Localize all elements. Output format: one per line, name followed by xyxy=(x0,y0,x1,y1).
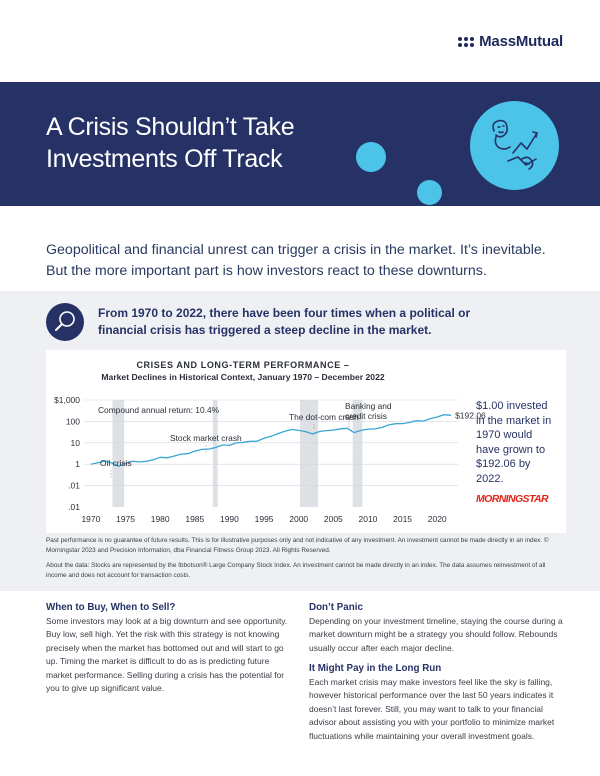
x-tick-label: 1995 xyxy=(255,514,274,524)
intro-paragraph: Geopolitical and financial unrest can tr… xyxy=(46,242,546,279)
x-tick-label: 2010 xyxy=(359,514,378,524)
y-tick-label: .01 xyxy=(68,502,80,512)
y-tick-label: $1,000 xyxy=(54,395,80,405)
section-heading-dont-panic: Don’t Panic xyxy=(309,602,363,613)
section-body-long-run: Each market crisis may make investors fe… xyxy=(309,677,555,741)
section-body-dont-panic: Depending on your investment timeline, s… xyxy=(309,616,563,653)
section-heading-long-run: It Might Pay in the Long Run xyxy=(309,663,442,674)
hero-banner: A Crisis Shouldn’t Take Investments Off … xyxy=(0,82,600,206)
crisis-label: Oil crisis xyxy=(100,458,132,468)
magnifier-icon xyxy=(46,303,84,341)
crisis-band-4 xyxy=(352,400,363,507)
logo-dots-icon xyxy=(458,36,475,47)
x-tick-label: 2000 xyxy=(289,514,308,524)
decorative-circle xyxy=(356,142,386,172)
end-value-label: $192.06 xyxy=(455,410,486,420)
crisis-label: Stock market crash xyxy=(170,433,242,443)
crisis-band-3 xyxy=(300,400,319,507)
morningstar-logo: MORNINGSTAR xyxy=(476,493,549,505)
y-tick-label: 100 xyxy=(66,416,80,426)
x-tick-label: 1980 xyxy=(151,514,170,524)
crisis-label: Banking and xyxy=(345,401,392,411)
crisis-label: The dot-com crash xyxy=(289,412,359,422)
chart-card: CRISES AND LONG-TERM PERFORMANCE – Marke… xyxy=(46,350,566,533)
x-tick-label: 1970 xyxy=(81,514,100,524)
disclaimer-data: About the data: Stocks are represented b… xyxy=(46,562,546,579)
y-tick-label: 10 xyxy=(71,438,81,448)
chart-title: CRISES AND LONG-TERM PERFORMANCE – xyxy=(136,360,350,370)
x-tick-label: 1975 xyxy=(116,514,135,524)
x-tick-label: 2020 xyxy=(428,514,447,524)
section-heading-when-to-buy: When to Buy, When to Sell? xyxy=(46,602,176,613)
section-body-when-to-buy: Some investors may look at a big downtur… xyxy=(46,616,288,694)
performance-series-line xyxy=(90,414,452,468)
massmutual-logo: MassMutual xyxy=(458,33,563,50)
callout-text: From 1970 to 2022, there have been four … xyxy=(98,306,471,337)
person-with-stock-arrows-icon xyxy=(470,101,559,190)
page-title: A Crisis Shouldn’t Take Investments Off … xyxy=(46,113,295,173)
crisis-band-1 xyxy=(112,400,125,507)
y-tick-label: .01 xyxy=(68,481,80,491)
x-tick-label: 2005 xyxy=(324,514,343,524)
y-tick-label: 1 xyxy=(75,459,80,469)
crisis-label: credit crisis xyxy=(345,411,387,421)
compound-return-label: Compound annual return: 10.4% xyxy=(98,405,220,415)
growth-side-note: $1.00 invested in the market in 1970 wou… xyxy=(476,400,552,485)
crisis-band-2 xyxy=(212,400,218,507)
disclaimer-performance: Past performance is no guarantee of futu… xyxy=(46,537,549,554)
decorative-circle xyxy=(417,180,442,205)
chart-subtitle: Market Declines in Historical Context, J… xyxy=(101,372,385,382)
x-tick-label: 2015 xyxy=(393,514,412,524)
logo-text: MassMutual xyxy=(479,33,563,50)
x-tick-label: 1990 xyxy=(220,514,239,524)
x-tick-label: 1985 xyxy=(185,514,204,524)
